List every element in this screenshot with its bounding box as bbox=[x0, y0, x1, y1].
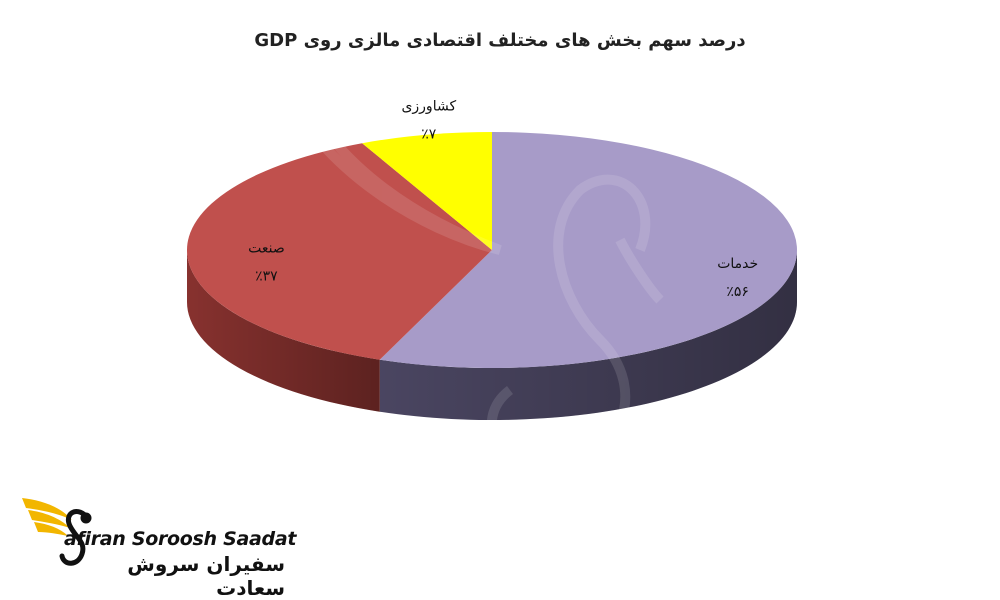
pie-slice-2 bbox=[362, 132, 492, 250]
chart-title: درصد سهم بخش های مختلف اقتصادی مالزی روی… bbox=[254, 30, 746, 51]
pie-side-shade-1 bbox=[187, 250, 380, 412]
pie-side-walls bbox=[187, 250, 797, 421]
slice-label-1: صنعت bbox=[248, 241, 285, 257]
slice-label-0: خدمات bbox=[717, 256, 758, 272]
swan-s-icon bbox=[59, 509, 92, 566]
pie-slice-0 bbox=[379, 132, 798, 368]
logo-text-persian: سفیران سروش سعادت bbox=[127, 552, 285, 600]
watermark-swan-graphic bbox=[275, 77, 664, 477]
pie-side-shade-0 bbox=[379, 250, 797, 421]
slice-value-2: ٪۷ bbox=[421, 127, 437, 143]
pie-slice-1 bbox=[187, 143, 492, 360]
slice-value-1: ٪۳۷ bbox=[255, 269, 278, 285]
slice-value-0: ٪۵۶ bbox=[726, 284, 749, 300]
pie-labels: خدمات ٪۵۶ صنعت ٪۳۷ کشاورزی ٪۷ bbox=[248, 99, 758, 301]
pie-top-slices bbox=[187, 132, 798, 368]
logo-text-english: afiran Soroosh Saadat bbox=[64, 528, 297, 550]
slice-label-2: کشاورزی bbox=[401, 99, 456, 115]
company-logo bbox=[22, 498, 92, 566]
wing-icon bbox=[22, 498, 72, 536]
